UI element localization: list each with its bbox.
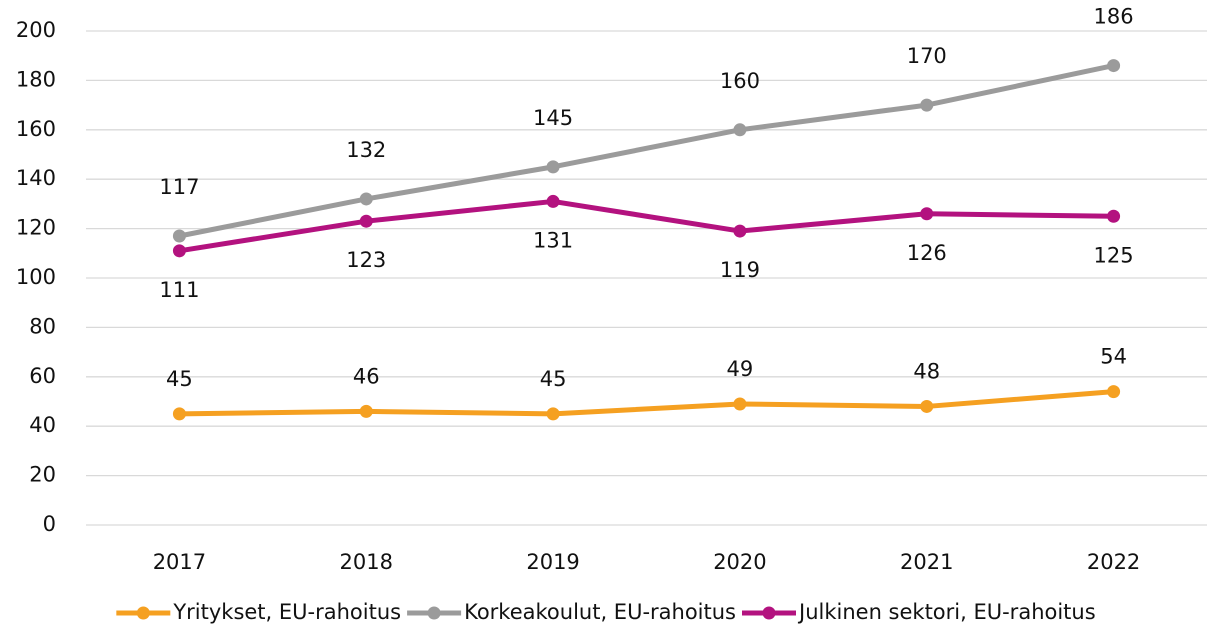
y-tick-label: 20 [29, 463, 56, 487]
data-label: 54 [1100, 345, 1127, 369]
data-label: 111 [159, 278, 199, 302]
series-line [178, 63, 1115, 239]
data-label: 46 [353, 364, 380, 388]
data-point [920, 98, 934, 112]
data-point [546, 194, 560, 208]
x-tick-label: 2018 [340, 550, 393, 574]
y-tick-label: 160 [16, 117, 56, 141]
legend-label: Julkinen sektori, EU-rahoitus [797, 600, 1096, 624]
y-tick-label: 180 [16, 67, 56, 91]
data-label: 45 [166, 367, 193, 391]
data-label: 170 [907, 44, 947, 68]
data-label: 132 [346, 138, 386, 162]
data-label: 117 [159, 175, 199, 199]
data-label: 160 [720, 69, 760, 93]
data-point [546, 160, 560, 174]
data-point [546, 407, 560, 421]
legend-marker [136, 606, 150, 620]
y-tick-label: 60 [29, 364, 56, 388]
data-point [733, 224, 747, 238]
data-point [172, 244, 186, 258]
data-point [359, 404, 373, 418]
data-point [733, 397, 747, 411]
data-label: 126 [907, 241, 947, 265]
legend: Yritykset, EU-rahoitus Korkeakoulut, EU-r… [116, 600, 1096, 624]
data-label: 186 [1094, 5, 1134, 29]
y-tick-label: 80 [29, 314, 56, 338]
x-tick-label: 2017 [153, 550, 206, 574]
series-line [179, 389, 1114, 417]
data-point [1107, 385, 1121, 399]
legend-marker [762, 606, 776, 620]
data-label: 49 [727, 357, 754, 381]
x-tick-label: 2020 [713, 550, 766, 574]
x-tick-label: 2021 [900, 550, 953, 574]
data-point [359, 192, 373, 206]
data-point [172, 229, 186, 243]
y-tick-label: 140 [16, 166, 56, 190]
data-point [920, 399, 934, 413]
data-label: 125 [1094, 243, 1134, 267]
data-label: 123 [346, 248, 386, 272]
data-label: 45 [540, 367, 567, 391]
y-tick-label: 100 [16, 265, 56, 289]
data-point [359, 214, 373, 228]
legend-label: Yritykset, EU-rahoitus [172, 600, 401, 624]
legend-label: Korkeakoulut, EU-rahoitus [464, 600, 736, 624]
series-line [179, 198, 1114, 254]
data-label: 145 [533, 106, 573, 130]
data-point [1107, 209, 1121, 223]
data-point [920, 207, 934, 221]
legend-marker [427, 606, 441, 620]
data-point [1107, 59, 1121, 73]
y-tick-label: 200 [16, 18, 56, 42]
data-label: 119 [720, 258, 760, 282]
y-tick-label: 0 [43, 512, 56, 536]
y-tick-label: 120 [16, 216, 56, 240]
data-label: 131 [533, 228, 573, 252]
data-label: 48 [913, 359, 940, 383]
x-tick-label: 2022 [1087, 550, 1140, 574]
data-point [172, 407, 186, 421]
x-tick-label: 2019 [526, 550, 579, 574]
y-tick-label: 40 [29, 413, 56, 437]
data-point [733, 123, 747, 137]
